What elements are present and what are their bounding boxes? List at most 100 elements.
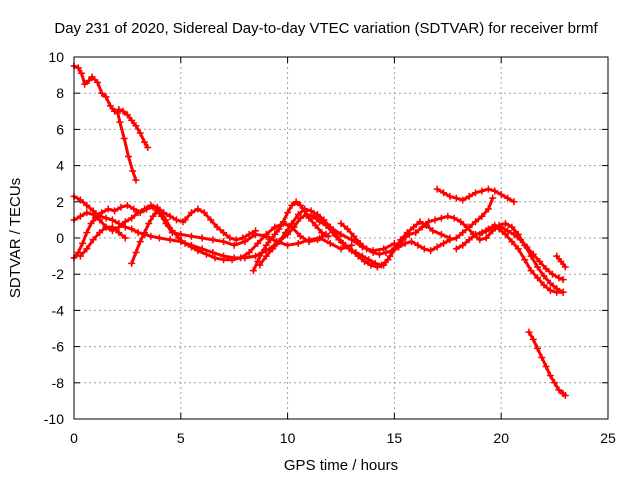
data-point-plus [478, 187, 486, 195]
data-point-plus [111, 207, 119, 215]
data-point-plus [129, 167, 137, 175]
data-point-plus [74, 248, 82, 256]
data-point-plus [74, 64, 82, 72]
data-point-plus [341, 241, 349, 249]
data-point-plus [523, 243, 531, 251]
series-sat-h [181, 205, 260, 244]
data-point-plus [382, 248, 390, 256]
series-line [78, 225, 127, 258]
series-sat-n [452, 221, 567, 284]
data-point-plus [128, 225, 136, 233]
data-point-plus [401, 239, 409, 247]
data-point-plus [132, 248, 140, 256]
data-point-plus [108, 216, 116, 224]
data-point-plus [83, 201, 91, 209]
data-point-plus [465, 236, 473, 244]
data-point-plus [555, 274, 563, 282]
data-point-plus [350, 232, 358, 240]
data-point-plus [115, 229, 123, 237]
data-point-plus [144, 144, 152, 151]
data-point-plus [410, 223, 418, 231]
data-point-plus [173, 216, 181, 224]
data-point-plus [440, 239, 448, 247]
data-point-plus [367, 261, 375, 269]
data-point-plus [254, 258, 262, 266]
data-point-plus [166, 212, 174, 220]
series-sat-l [337, 194, 497, 258]
data-point-plus [294, 239, 302, 247]
data-point-plus [91, 214, 99, 222]
data-point-plus [123, 111, 131, 119]
data-point-plus [124, 153, 132, 161]
data-point-plus [484, 185, 492, 193]
tick-labels: 0 5 10 15 20 25 -10 -8 -6 -4 -2 0 2 4 6 8 10 [44, 49, 616, 446]
series-sat-i [249, 198, 332, 275]
data-point-plus [262, 232, 270, 240]
data-point-plus [116, 118, 124, 126]
series-sat-q [525, 328, 569, 399]
data-point-plus [399, 236, 407, 244]
data-point-plus [87, 220, 95, 228]
data-point-plus [360, 258, 368, 266]
data-point-plus [288, 201, 296, 209]
data-point-plus [83, 245, 91, 253]
data-point-plus [380, 261, 388, 269]
data-point-plus [120, 134, 128, 142]
data-point-plus [450, 214, 458, 222]
data-point-plus [551, 379, 559, 387]
data-point-plus [239, 234, 247, 242]
data-point-plus [220, 238, 228, 246]
x-tick-label: 15 [387, 430, 403, 446]
y-tick-label: 6 [56, 121, 64, 137]
data-point-plus [489, 194, 497, 202]
data-point-plus [529, 250, 537, 258]
data-point-plus [452, 234, 460, 242]
data-point-plus [102, 93, 110, 101]
data-point-plus [328, 229, 336, 237]
data-point-plus [444, 212, 452, 220]
data-point-plus [510, 230, 518, 238]
data-point-plus [89, 210, 97, 218]
data-point-plus [553, 288, 561, 296]
data-point-plus [104, 205, 112, 213]
data-point-plus [168, 229, 176, 237]
data-point-plus [284, 241, 292, 249]
data-point-plus [232, 236, 240, 244]
data-point-plus [465, 192, 473, 200]
data-point-plus [465, 223, 473, 231]
data-point-plus [324, 232, 332, 240]
data-point-plus [102, 214, 110, 222]
y-tick-label: 8 [56, 85, 64, 101]
series-sat-a [70, 62, 140, 184]
data-point-plus [420, 245, 428, 253]
data-point-plus [245, 248, 253, 256]
series-line [527, 330, 567, 397]
data-point-plus [132, 122, 140, 130]
data-point-plus [375, 250, 383, 258]
series-sat-b [115, 105, 152, 151]
data-point-plus [369, 248, 377, 256]
data-point-plus [343, 225, 351, 233]
data-point-plus [128, 214, 136, 222]
data-point-plus [140, 229, 148, 237]
data-point-plus [459, 229, 467, 237]
data-point-plus [446, 192, 454, 200]
data-point-plus [534, 263, 542, 271]
data-point-plus [476, 230, 484, 238]
data-point-plus [294, 210, 302, 218]
data-point-plus [527, 267, 535, 275]
data-point-plus [288, 220, 296, 228]
data-point-plus [316, 216, 324, 224]
data-point-plus [121, 218, 129, 226]
data-point-plus [418, 223, 426, 231]
data-point-plus [557, 258, 565, 266]
axis-ticks [73, 56, 609, 420]
data-point-plus [177, 230, 185, 238]
data-point-plus [166, 236, 174, 244]
data-point-plus [254, 239, 262, 247]
data-point-plus [202, 250, 210, 258]
data-point-plus [412, 229, 420, 237]
data-point-plus [457, 218, 465, 226]
data-point-plus [155, 234, 163, 242]
data-point-plus [546, 372, 554, 380]
